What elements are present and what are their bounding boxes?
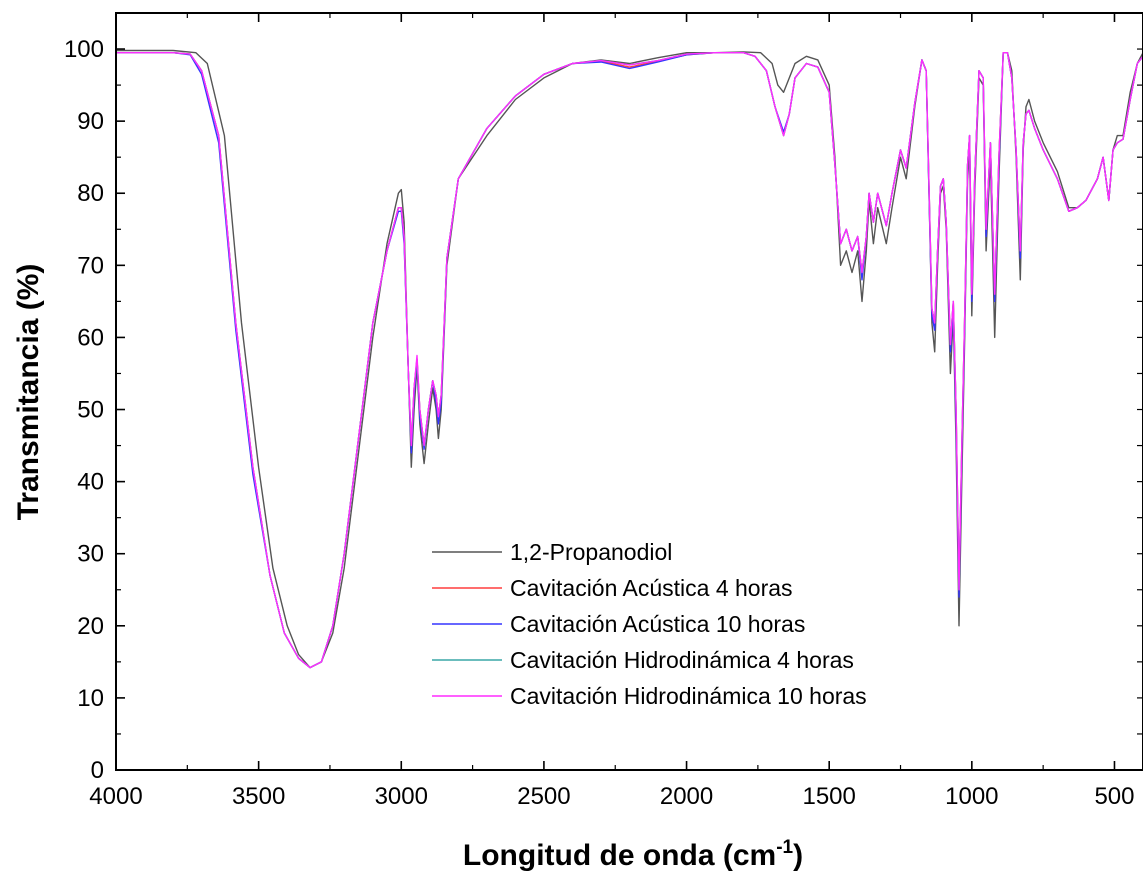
y-tick-label-70: 70 (77, 252, 104, 279)
y-tick-label-40: 40 (77, 469, 104, 496)
plot-frame (115, 12, 1143, 771)
legend-label-2: Cavitación Acústica 4 horas (510, 575, 793, 601)
legend-label-4: Cavitación Hidrodinámica 4 horas (510, 647, 854, 673)
legend-label-5: Cavitación Hidrodinámica 10 horas (510, 683, 867, 709)
legend-label-3: Cavitación Acústica 10 horas (510, 611, 805, 637)
legend: 1,2-Propanodiol Cavitación Acústica 4 hor… (432, 539, 867, 709)
x-axis-ticks (115, 13, 1116, 770)
x-tick-label-3500: 3500 (232, 783, 285, 810)
y-tick-label-100: 100 (64, 36, 104, 63)
y-tick-label-30: 30 (77, 541, 104, 568)
x-axis-title-superscript: -1 (776, 837, 793, 858)
legend-label-1: 1,2-Propanodiol (510, 539, 672, 565)
x-tick-label-2500: 2500 (517, 783, 570, 810)
x-tick-label-2000: 2000 (660, 783, 713, 810)
y-tick-label-90: 90 (77, 108, 104, 135)
y-tick-label-60: 60 (77, 324, 104, 351)
x-tick-label-500: 500 (1094, 783, 1134, 810)
x-tick-label-3000: 3000 (375, 783, 428, 810)
x-tick-label-4000: 4000 (89, 783, 142, 810)
x-axis-title: Longitud de onda (cm-1) (463, 837, 803, 872)
y-tick-label-0: 0 (91, 757, 104, 784)
series-layer (116, 49, 1143, 669)
x-tick-label-1000: 1000 (945, 783, 998, 810)
series-line-5 (116, 52, 1143, 669)
y-tick-label-20: 20 (77, 613, 104, 640)
y-axis-ticks (116, 48, 1143, 771)
x-tick-label-1500: 1500 (802, 783, 855, 810)
x-axis-title-end: ) (793, 839, 803, 872)
y-tick-label-10: 10 (77, 685, 104, 712)
y-tick-label-80: 80 (77, 180, 104, 207)
x-axis-title-main: Longitud de onda (cm (463, 839, 776, 872)
y-tick-label-50: 50 (77, 397, 104, 424)
x-axis-tick-labels: 4000 3500 3000 2500 2000 1500 1000 500 (89, 783, 1134, 810)
y-axis-title: Transmitancia (%) (12, 264, 45, 521)
y-axis-tick-labels: 0 10 20 30 40 50 60 70 80 90 100 (64, 36, 104, 784)
